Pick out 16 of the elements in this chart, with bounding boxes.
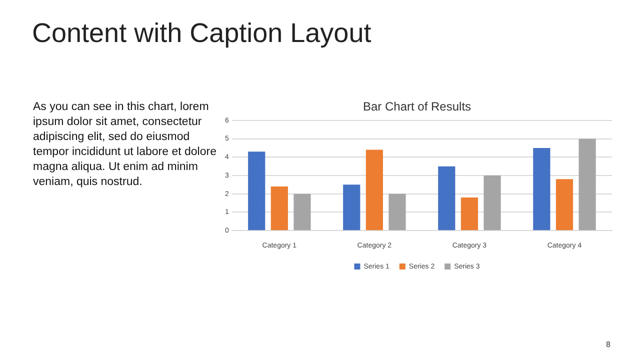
bar [343, 184, 360, 230]
bar [484, 176, 501, 230]
bar [294, 194, 311, 230]
bar [248, 152, 266, 230]
bar [460, 198, 478, 230]
text: Content with Caption Layout [32, 18, 372, 49]
bar [578, 138, 596, 230]
bar [533, 148, 550, 230]
chart-title: Bar Chart of Results [362, 100, 472, 114]
text: As you can see in this chart, lorem ipsum dolor sit amet, consectetur adipiscing elit, sed do eiusmod tempor incididunt ut labore et dolore magna aliqua. Ut enim ad minim veniam, quis nostrud. [33, 100, 218, 190]
bar [388, 194, 406, 230]
bar [366, 150, 383, 230]
bar [556, 179, 574, 230]
bar [438, 166, 456, 230]
text: 8 [606, 340, 610, 349]
bar [270, 186, 288, 230]
